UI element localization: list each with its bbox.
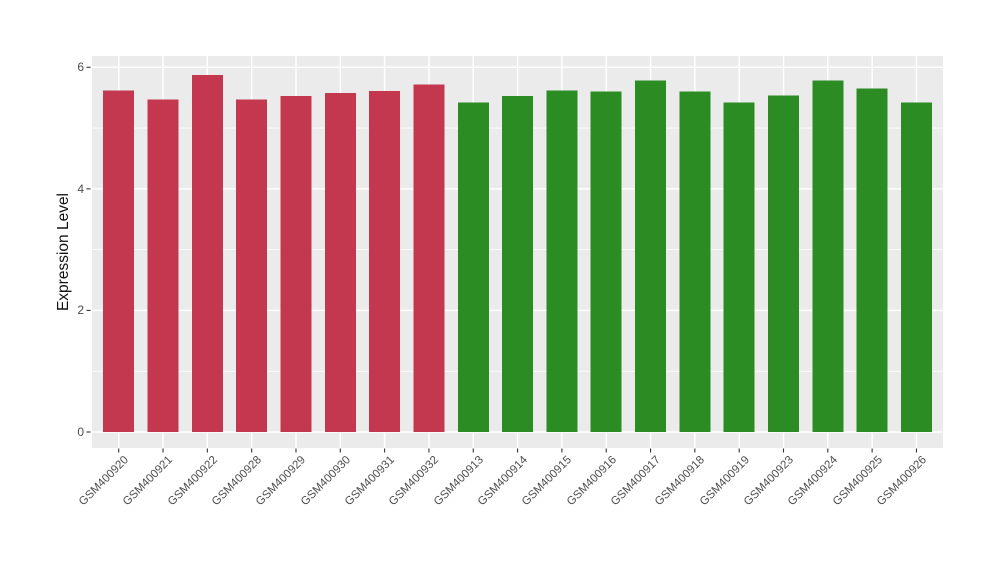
bar-GSM400913	[457, 102, 489, 433]
y-tick-label: 2	[77, 303, 84, 318]
bar-GSM400917	[635, 80, 667, 433]
bar-GSM400930	[324, 92, 356, 432]
bar-GSM400925	[856, 88, 888, 432]
bar-GSM400928	[236, 99, 268, 433]
bar-GSM400916	[590, 91, 622, 433]
y-tick-label: 0	[77, 425, 84, 439]
bar-GSM400922	[191, 75, 223, 432]
bar-GSM400920	[103, 90, 135, 433]
bar-GSM400923	[768, 95, 799, 432]
bar-GSM400926	[900, 102, 932, 433]
y-tick-label: 6	[77, 60, 84, 75]
bar-GSM400914	[502, 95, 534, 433]
bar-GSM400918	[679, 91, 711, 433]
y-tick-label: 4	[77, 181, 84, 196]
bar-GSM400929	[280, 95, 312, 433]
bar-GSM400932	[413, 84, 445, 432]
bar-GSM400924	[812, 80, 844, 433]
bar-GSM400931	[369, 91, 401, 432]
y-axis-title: Expression Level	[55, 192, 72, 312]
bar-GSM400915	[546, 90, 578, 433]
bar-GSM400921	[147, 99, 179, 433]
bar-GSM400919	[723, 102, 755, 433]
